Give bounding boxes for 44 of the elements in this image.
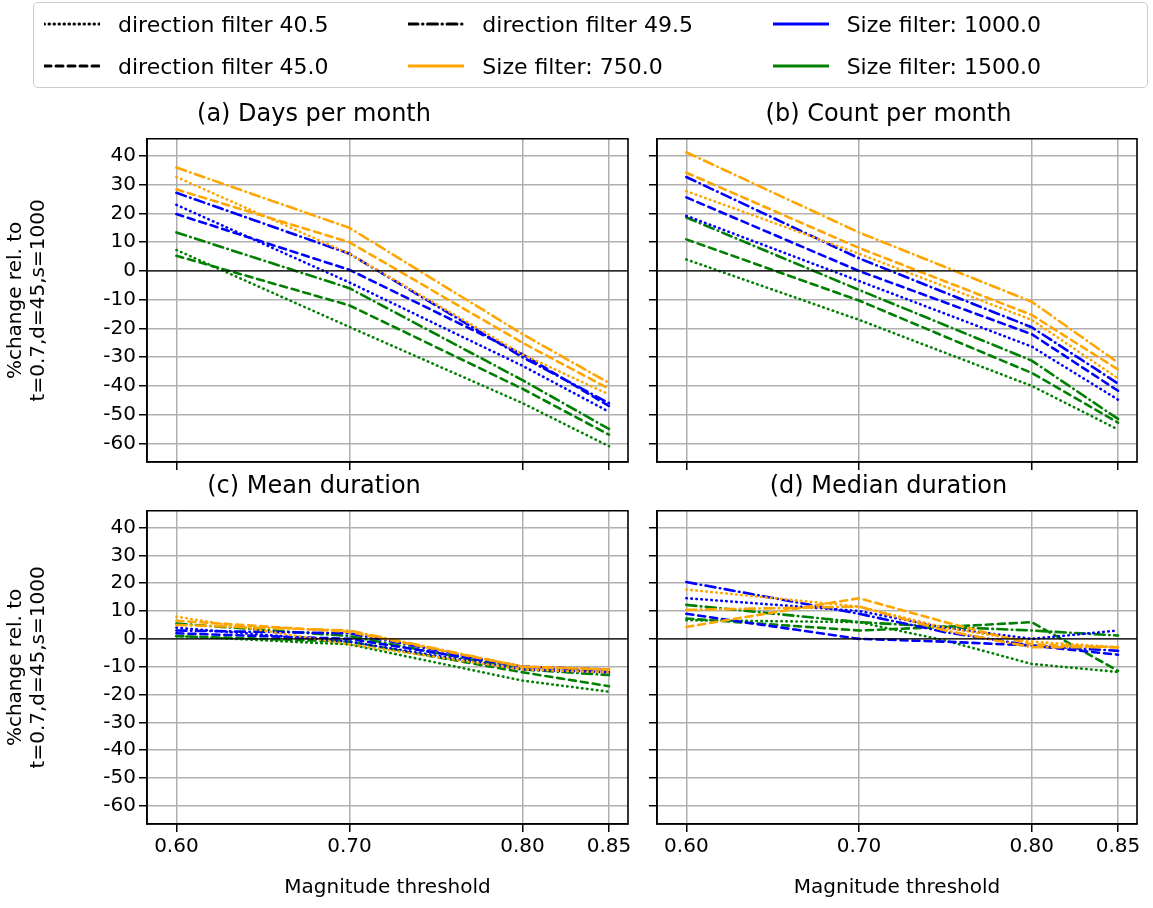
- y-tick-label: -30: [103, 708, 136, 733]
- x-tick-label: 0.60: [154, 833, 199, 858]
- x-tick-label: 0.80: [1009, 833, 1054, 858]
- x-axis-title: Magnitude threshold: [284, 874, 491, 899]
- y-tick-label: 30: [110, 170, 136, 195]
- y-tick-label: 0: [123, 257, 136, 282]
- y-tick-label: -50: [103, 400, 136, 425]
- chart-title: (a) Days per month: [197, 98, 431, 127]
- legend-label: Size filter: 1000.0: [846, 11, 1041, 37]
- x-tick-label: 0.80: [500, 833, 545, 858]
- y-tick-label: 0: [123, 625, 136, 650]
- y-tick-label: -40: [103, 736, 136, 761]
- y-axis-title: %change rel. to t=0.7,d=45,s=1000: [1, 199, 49, 402]
- y-tick-label: 40: [110, 142, 136, 167]
- legend-label: direction filter 49.5: [482, 11, 693, 37]
- y-tick-label: 30: [110, 541, 136, 566]
- x-tick-label: 0.85: [586, 833, 632, 858]
- y-tick-label: 10: [110, 228, 136, 253]
- legend-label: direction filter 45.0: [118, 53, 329, 79]
- y-tick-label: 40: [110, 513, 136, 538]
- y-tick-label: 10: [110, 597, 136, 622]
- x-tick-label: 0.85: [1095, 833, 1141, 858]
- chart-title: (d) Median duration: [769, 470, 1008, 499]
- y-tick-label: 20: [110, 569, 136, 594]
- x-tick-label: 0.70: [327, 833, 372, 858]
- x-tick-label: 0.60: [664, 833, 709, 858]
- y-tick-label: -60: [103, 429, 136, 454]
- y-tick-label: -50: [103, 764, 136, 789]
- y-tick-label: 20: [110, 199, 136, 224]
- y-tick-label: -10: [103, 285, 136, 310]
- legend-label: Size filter: 750.0: [482, 53, 663, 79]
- chart-title: (c) Mean duration: [207, 470, 421, 499]
- y-tick-label: -60: [103, 792, 136, 817]
- chart-title: (b) Count per month: [765, 98, 1012, 127]
- legend-label: direction filter 40.5: [118, 11, 329, 37]
- y-tick-label: -30: [103, 343, 136, 368]
- y-axis-title: %change rel. to t=0.7,d=45,s=1000: [1, 566, 49, 769]
- y-tick-label: -20: [103, 314, 136, 339]
- legend-label: Size filter: 1500.0: [846, 53, 1041, 79]
- y-tick-label: -10: [103, 652, 136, 677]
- x-tick-label: 0.70: [836, 833, 882, 858]
- y-tick-label: -40: [103, 372, 136, 397]
- x-axis-title: Magnitude threshold: [793, 874, 1001, 899]
- y-tick-label: -20: [103, 680, 136, 705]
